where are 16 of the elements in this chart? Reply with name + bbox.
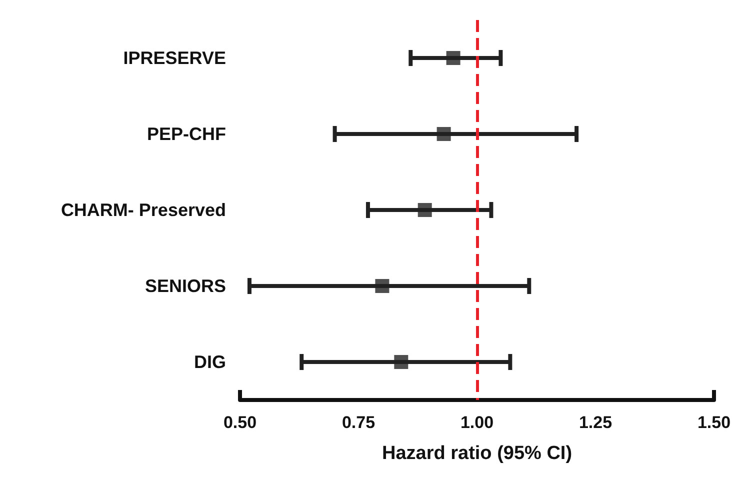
y-tick-label: IPRESERVE <box>123 48 226 68</box>
point <box>446 51 460 65</box>
x-tick-label: 0.75 <box>342 413 376 432</box>
y-tick-label: DIG <box>194 352 226 372</box>
y-tick-label: SENIORS <box>144 276 226 296</box>
point <box>436 127 451 141</box>
x-tick-label: 1.00 <box>460 413 494 432</box>
point <box>394 355 408 369</box>
x-tick-label: 0.50 <box>223 413 257 432</box>
point <box>375 279 390 293</box>
x-axis-title: Hazard ratio (95% CI) <box>382 443 572 464</box>
point <box>418 203 432 217</box>
y-tick-label: CHARM- Preserved <box>60 200 226 220</box>
x-tick-label: 1.50 <box>697 413 731 432</box>
x-tick-label: 1.25 <box>578 413 612 432</box>
y-tick-label: PEP-CHF <box>146 124 226 144</box>
